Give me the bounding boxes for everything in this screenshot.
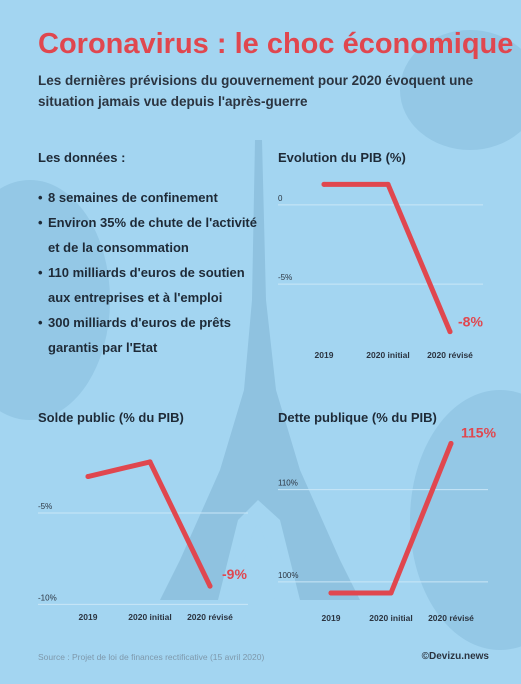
y-tick-label: 100% bbox=[278, 571, 298, 580]
series-line bbox=[321, 181, 453, 335]
fact-item: • Environ 35% de chute de l'activité et d… bbox=[38, 210, 268, 260]
fact-text: 8 semaines de confinement bbox=[48, 190, 218, 205]
end-value-label: 115% bbox=[461, 424, 497, 440]
bullet-icon: • bbox=[38, 215, 43, 230]
data-point bbox=[388, 590, 394, 596]
y-tick-label: 0 bbox=[278, 194, 283, 203]
end-value-label: -9% bbox=[222, 566, 247, 582]
x-tick-label: 2020 initial bbox=[366, 350, 409, 360]
page-title: Coronavirus : le choc économique bbox=[38, 28, 514, 60]
y-tick-label: 110% bbox=[278, 479, 298, 488]
x-tick-label: 2019 bbox=[315, 350, 334, 360]
y-tick-label: -10% bbox=[38, 593, 57, 602]
bullet-icon: • bbox=[38, 265, 43, 280]
data-point bbox=[207, 583, 213, 589]
series-line bbox=[85, 459, 213, 589]
data-point bbox=[447, 329, 453, 335]
y-tick-label: -5% bbox=[278, 273, 292, 282]
data-point bbox=[147, 459, 153, 465]
credit: ©Devizu.news bbox=[421, 651, 489, 662]
chart-title-solde: Solde public (% du PIB) bbox=[38, 410, 184, 425]
facts-heading: Les données : bbox=[38, 150, 126, 165]
data-point bbox=[321, 181, 327, 187]
data-point bbox=[448, 440, 454, 446]
x-tick-label: 2020 révisé bbox=[428, 613, 474, 623]
chart-pib: 0 -5% 2019 2020 initial 2020 révisé -8% bbox=[278, 181, 483, 360]
end-value-label: -8% bbox=[458, 314, 483, 330]
data-point bbox=[385, 181, 391, 187]
fact-item: • 110 milliards d'euros de soutien aux en… bbox=[38, 260, 268, 310]
fact-item: • 8 semaines de confinement bbox=[38, 185, 268, 210]
x-tick-label: 2019 bbox=[322, 613, 341, 623]
page-subtitle: Les dernières prévisions du gouvernement… bbox=[38, 73, 474, 109]
bullet-icon: • bbox=[38, 190, 43, 205]
data-point bbox=[85, 474, 91, 480]
chart-dette: 110% 100% 2019 2020 initial 2020 révisé 115% bbox=[278, 424, 497, 623]
chart-title-pib: Evolution du PIB (%) bbox=[278, 150, 406, 165]
x-tick-label: 2019 bbox=[79, 612, 98, 622]
x-tick-label: 2020 révisé bbox=[427, 350, 473, 360]
source-note: Source : Projet de loi de finances recti… bbox=[38, 652, 265, 662]
facts-list: • 8 semaines de confinement • Environ 35% … bbox=[38, 185, 268, 360]
series-line bbox=[328, 440, 454, 596]
fact-text: 110 milliards d'euros de soutien aux ent… bbox=[48, 265, 245, 305]
x-tick-label: 2020 initial bbox=[128, 612, 171, 622]
x-tick-label: 2020 révisé bbox=[187, 612, 233, 622]
chart-title-dette: Dette publique (% du PIB) bbox=[278, 410, 437, 425]
x-tick-label: 2020 initial bbox=[369, 613, 412, 623]
chart-solde: -5% -10% 2019 2020 initial 2020 révisé -9% bbox=[38, 459, 248, 622]
fact-text: Environ 35% de chute de l'activité et de… bbox=[48, 215, 257, 255]
y-tick-label: -5% bbox=[38, 502, 52, 511]
fact-item: • 300 milliards d'euros de prêts garantis… bbox=[38, 310, 268, 360]
fact-text: 300 milliards d'euros de prêts garantis … bbox=[48, 315, 231, 355]
data-point bbox=[328, 590, 334, 596]
bullet-icon: • bbox=[38, 315, 43, 330]
